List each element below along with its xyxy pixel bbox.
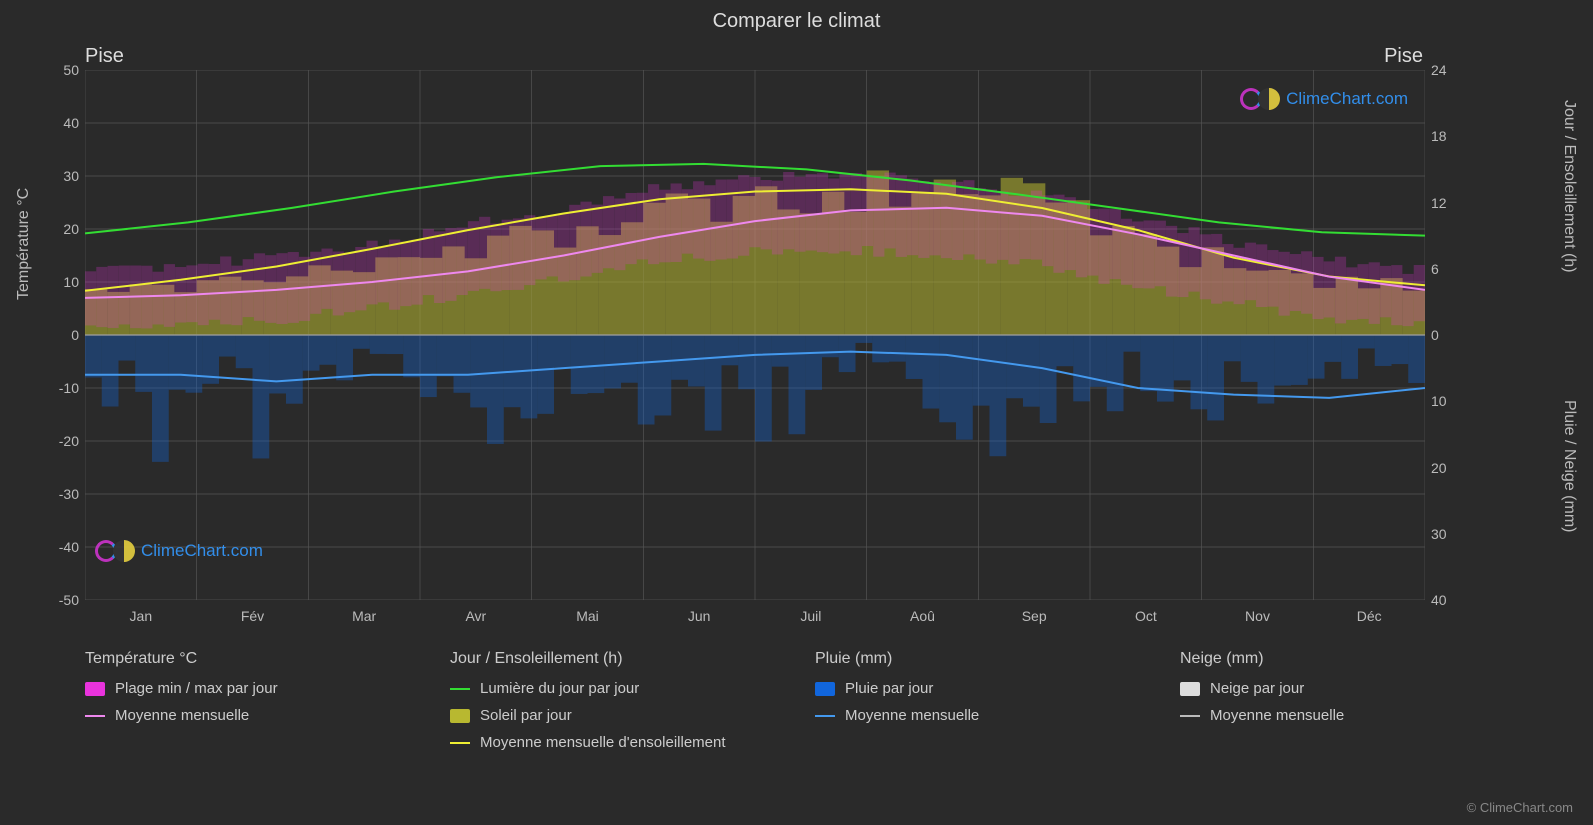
y-tick-right-hours: 12 [1431,195,1447,211]
legend-label: Moyenne mensuelle [115,707,249,724]
swatch-icon [85,682,105,696]
x-tick-month: Fév [241,608,264,624]
y-tick-left: 10 [63,274,79,290]
y-tick-right-mm: 20 [1431,460,1447,476]
y-tick-right-mm: 40 [1431,592,1447,608]
location-label-left: Pise [85,45,124,68]
legend-item-temp-range: Plage min / max par jour [85,680,410,697]
legend-heading: Neige (mm) [1180,650,1505,668]
line-swatch-icon [1180,715,1200,717]
x-tick-month: Sep [1022,608,1047,624]
y-tick-left: 30 [63,168,79,184]
legend-item-snow-avg: Moyenne mensuelle [1180,707,1505,724]
swatch-icon [450,709,470,723]
x-tick-month: Oct [1135,608,1157,624]
copyright-text: © ClimeChart.com [1467,800,1573,815]
line-swatch-icon [450,688,470,690]
legend-heading: Température °C [85,650,410,668]
y-tick-left: 20 [63,221,79,237]
chart-svg [85,70,1425,600]
watermark-text: ClimeChart.com [141,541,263,561]
x-tick-month: Juil [800,608,821,624]
y-tick-right-hours: 0 [1431,327,1439,343]
logo-sun-icon [1258,88,1280,110]
chart-title: Comparer le climat [0,10,1593,33]
x-tick-month: Aoû [910,608,935,624]
y-tick-right-mm: 30 [1431,526,1447,542]
y-axis-right-top-label: Jour / Ensoleillement (h) [1560,100,1578,273]
legend-col-daylight: Jour / Ensoleillement (h) Lumière du jou… [450,650,775,761]
legend-item-daylight: Lumière du jour par jour [450,680,775,697]
legend-item-snow-daily: Neige par jour [1180,680,1505,697]
location-label-right: Pise [1384,45,1423,68]
climate-chart-page: Comparer le climat Pise Pise Température… [0,0,1593,825]
x-tick-month: Déc [1357,608,1382,624]
x-tick-month: Jan [130,608,153,624]
x-tick-month: Mar [352,608,376,624]
y-tick-right-hours: 24 [1431,62,1447,78]
y-tick-left: 50 [63,62,79,78]
y-tick-left: -40 [59,539,79,555]
legend-label: Soleil par jour [480,707,572,724]
legend-label: Moyenne mensuelle [845,707,979,724]
legend-item-rain-avg: Moyenne mensuelle [815,707,1140,724]
y-tick-left: -30 [59,486,79,502]
legend-item-sun-avg: Moyenne mensuelle d'ensoleillement [450,734,775,751]
legend-label: Lumière du jour par jour [480,680,639,697]
legend-label: Neige par jour [1210,680,1304,697]
swatch-icon [1180,682,1200,696]
legend-col-snow: Neige (mm) Neige par jour Moyenne mensue… [1180,650,1505,761]
legend-item-rain-daily: Pluie par jour [815,680,1140,697]
y-tick-left: 40 [63,115,79,131]
legend-col-temperature: Température °C Plage min / max par jour … [85,650,410,761]
y-axis-left-label: Température °C [15,188,33,300]
y-tick-left: -10 [59,380,79,396]
logo-sun-icon [113,540,135,562]
x-tick-month: Mai [576,608,599,624]
line-swatch-icon [815,715,835,717]
legend-heading: Pluie (mm) [815,650,1140,668]
swatch-icon [815,682,835,696]
chart-plot-area: -50-40-30-20-100102030405006121824102030… [85,70,1425,600]
legend-item-temp-avg: Moyenne mensuelle [85,707,410,724]
y-tick-right-hours: 18 [1431,128,1447,144]
y-tick-right-mm: 10 [1431,393,1447,409]
y-tick-left: -20 [59,433,79,449]
legend-label: Moyenne mensuelle [1210,707,1344,724]
legend: Température °C Plage min / max par jour … [85,650,1505,761]
line-swatch-icon [85,715,105,717]
legend-label: Pluie par jour [845,680,933,697]
x-tick-month: Avr [465,608,486,624]
y-axis-right-bottom-label: Pluie / Neige (mm) [1560,400,1578,532]
legend-heading: Jour / Ensoleillement (h) [450,650,775,668]
legend-item-sun-daily: Soleil par jour [450,707,775,724]
y-tick-right-hours: 6 [1431,261,1439,277]
y-tick-left: 0 [71,327,79,343]
watermark-bottom-left: ClimeChart.com [95,540,263,562]
legend-col-rain: Pluie (mm) Pluie par jour Moyenne mensue… [815,650,1140,761]
watermark-top-right: ClimeChart.com [1240,88,1408,110]
legend-label: Moyenne mensuelle d'ensoleillement [480,734,726,751]
watermark-text: ClimeChart.com [1286,89,1408,109]
x-tick-month: Jun [688,608,711,624]
line-swatch-icon [450,742,470,744]
y-tick-left: -50 [59,592,79,608]
legend-label: Plage min / max par jour [115,680,278,697]
x-tick-month: Nov [1245,608,1270,624]
